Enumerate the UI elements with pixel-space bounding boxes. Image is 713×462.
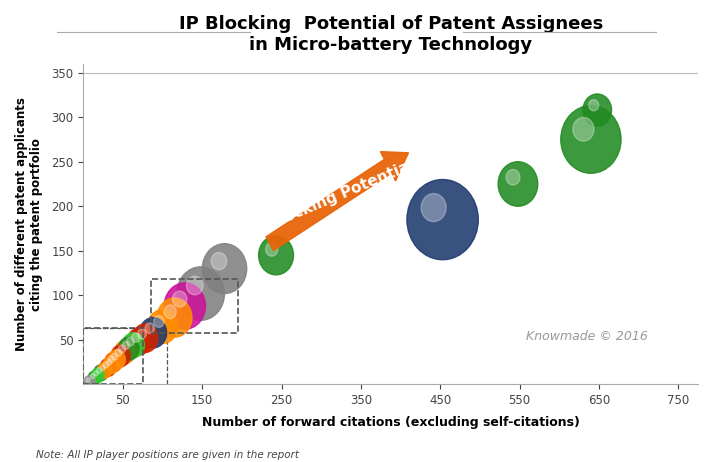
Circle shape <box>186 276 203 295</box>
Circle shape <box>103 356 119 374</box>
Circle shape <box>106 359 112 365</box>
Circle shape <box>498 162 538 206</box>
Circle shape <box>94 371 98 376</box>
Circle shape <box>145 323 155 334</box>
Circle shape <box>105 353 122 372</box>
Circle shape <box>589 100 599 111</box>
Circle shape <box>108 356 114 363</box>
Circle shape <box>93 365 108 381</box>
Circle shape <box>164 305 176 319</box>
Circle shape <box>407 180 478 260</box>
X-axis label: Number of forward citations (excluding self-citations): Number of forward citations (excluding s… <box>202 415 580 429</box>
Circle shape <box>573 117 594 141</box>
Title: IP Blocking  Potential of Patent Assignees
in Micro-battery Technology: IP Blocking Potential of Patent Assignee… <box>178 15 602 54</box>
Circle shape <box>91 374 95 378</box>
Circle shape <box>111 353 118 360</box>
Circle shape <box>153 316 164 328</box>
FancyArrow shape <box>266 152 409 250</box>
Circle shape <box>211 252 227 270</box>
Circle shape <box>118 345 125 353</box>
Y-axis label: Number of different patent applicants
citing the patent portfolio: Number of different patent applicants ci… <box>15 97 43 351</box>
Circle shape <box>259 236 294 275</box>
Circle shape <box>148 310 178 343</box>
Circle shape <box>91 368 104 383</box>
Circle shape <box>265 243 278 256</box>
Circle shape <box>122 333 144 358</box>
Circle shape <box>100 359 116 377</box>
Circle shape <box>157 298 192 337</box>
Circle shape <box>86 378 91 382</box>
Text: Knowmade © 2016: Knowmade © 2016 <box>526 330 648 343</box>
Circle shape <box>101 365 106 371</box>
Circle shape <box>421 194 446 222</box>
Circle shape <box>118 337 139 360</box>
Bar <box>83 328 143 384</box>
Circle shape <box>164 283 205 329</box>
Circle shape <box>202 243 247 293</box>
Circle shape <box>127 337 134 346</box>
Circle shape <box>506 170 520 185</box>
Circle shape <box>138 329 146 339</box>
Circle shape <box>98 362 112 378</box>
Circle shape <box>561 106 621 173</box>
Circle shape <box>88 371 101 385</box>
Circle shape <box>177 267 225 320</box>
Circle shape <box>103 362 108 368</box>
Circle shape <box>111 345 130 367</box>
Circle shape <box>133 324 158 353</box>
Circle shape <box>140 318 167 348</box>
Text: IP Blocking Potential: IP Blocking Potential <box>246 157 416 239</box>
Circle shape <box>173 291 187 307</box>
Circle shape <box>132 333 140 342</box>
Circle shape <box>108 350 125 369</box>
Circle shape <box>96 368 101 373</box>
Bar <box>150 280 238 333</box>
Circle shape <box>127 328 150 355</box>
Circle shape <box>114 341 135 364</box>
Circle shape <box>115 349 121 357</box>
Circle shape <box>583 94 612 126</box>
Text: Note: All IP player positions are given in the report: Note: All IP player positions are given … <box>36 450 299 460</box>
Circle shape <box>123 341 130 349</box>
Circle shape <box>84 376 96 388</box>
